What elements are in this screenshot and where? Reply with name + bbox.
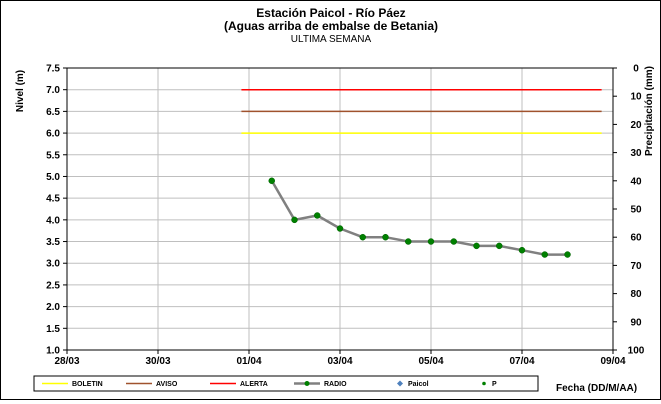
axes: 1.0 1.5 2.0 2.5 3.0 3.5 4.0 4.5 5.0 5.5 6.0 6.5 7.0 7… [46, 64, 645, 368]
legend-label-aviso: AVISO [156, 381, 178, 388]
y2-tick-label: 90 [630, 317, 642, 328]
data-point [291, 216, 298, 224]
legend: BOLETIN AVISO ALERTA RADIO Paicol P [33, 375, 539, 392]
y2-tick-label: 30 [630, 148, 642, 159]
data-point [336, 225, 344, 232]
data-point [518, 246, 526, 254]
legend-label-paicol: Paicol [408, 381, 429, 388]
legend-label-radio: RADIO [324, 381, 347, 388]
y2-tick-label: 100 [628, 346, 645, 357]
data-point [564, 251, 571, 258]
y-axis-title: Nivel (m) [15, 70, 26, 112]
y-tick-label: 3.5 [46, 237, 60, 248]
y-tick-label: 2.0 [46, 302, 60, 313]
x-tick-label: 05/04 [418, 356, 443, 367]
y2-tick-label: 70 [630, 261, 642, 272]
y2-tick-label: 50 [630, 205, 642, 216]
data-point [405, 238, 412, 245]
series-line-radio [270, 180, 568, 256]
y-tick-label: 5.0 [46, 172, 60, 183]
y2-tick-label: 20 [630, 120, 642, 131]
chart-subtitle: (Aguas arriba de embalse de Betania) [224, 19, 438, 33]
x-tick-label: 01/04 [236, 356, 261, 367]
y2-axis-title: Precipitación (mm) [644, 66, 655, 156]
legend-label-p: P [492, 381, 497, 388]
y2-tick-label: 60 [630, 233, 642, 244]
y2-tick-label: 10 [630, 92, 642, 103]
legend-swatch-p [482, 381, 486, 386]
y-tick-label: 7.0 [46, 85, 60, 96]
data-point [268, 177, 275, 185]
y-tick-label: 3.0 [46, 259, 60, 270]
data-point [473, 242, 480, 250]
x-tick-label: 09/04 [600, 356, 625, 367]
x-tick-label: 07/04 [509, 356, 534, 367]
chart-title: Estación Paicol - Río Páez [256, 6, 405, 20]
y2-tick-label: 80 [630, 289, 642, 300]
data-point [359, 233, 366, 241]
x-axis-title: Fecha (DD/M/AA) [556, 383, 637, 394]
data-point [496, 242, 503, 250]
y-tick-label: 4.0 [46, 215, 60, 226]
legend-label-alerta: ALERTA [240, 381, 268, 388]
data-point [314, 212, 321, 219]
y-tick-label: 4.5 [46, 194, 60, 205]
legend-marker-radio [304, 381, 310, 386]
y-tick-label: 6.0 [46, 129, 60, 140]
y-tick-label: 6.5 [46, 107, 60, 118]
legend-label-boletin: BOLETIN [72, 381, 103, 388]
y-tick-label: 1.5 [46, 324, 60, 335]
plot-border [66, 67, 614, 351]
series-layer [241, 88, 602, 258]
grid [67, 67, 613, 350]
legend-swatch-paicol [397, 380, 403, 387]
data-point [382, 233, 389, 241]
data-point [450, 238, 457, 245]
legend-box [33, 375, 539, 392]
y-tick-label: 5.5 [46, 150, 60, 161]
x-tick-label: 28/03 [54, 356, 79, 367]
y-tick-label: 1.0 [46, 346, 60, 357]
y-tick-label: 2.5 [46, 280, 60, 291]
data-point [541, 251, 548, 258]
x-tick-label: 30/03 [145, 356, 170, 367]
data-point [427, 238, 435, 245]
y2-tick-label: 40 [630, 176, 642, 187]
y2-tick-label: 0 [633, 64, 639, 75]
y-tick-label: 7.5 [46, 64, 60, 75]
x-tick-label: 03/04 [327, 356, 352, 367]
chart-subtitle-2: ULTIMA SEMANA [291, 34, 372, 45]
